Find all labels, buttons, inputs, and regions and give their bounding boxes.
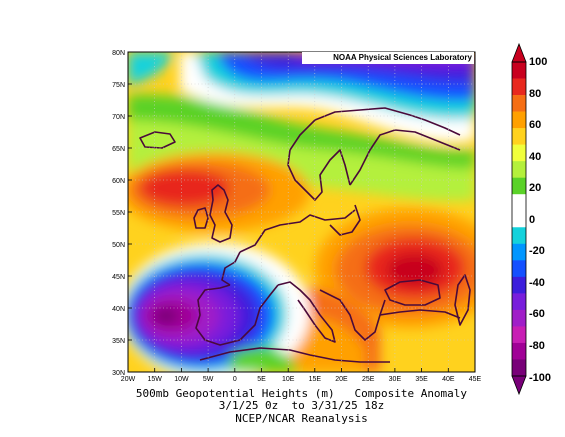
lat-tick-label: 75N (112, 82, 125, 89)
lon-tick-label: 35E (415, 376, 428, 383)
lon-tick-label: 10W (174, 376, 189, 383)
colorbar-segment (512, 326, 526, 344)
colorbar-label: 60 (529, 119, 541, 131)
colorbar-segment (512, 293, 526, 311)
lon-tick-label: 25E (362, 376, 375, 383)
colorbar-segment (512, 210, 526, 228)
colorbar-segment (512, 359, 526, 377)
colorbar-bottom-arrow (511, 375, 527, 396)
colorbar-segment (512, 78, 526, 96)
lon-tick-label: 5E (257, 376, 266, 383)
colorbar-segment (512, 62, 526, 79)
colorbar-label: 20 (529, 182, 541, 194)
lat-tick-label: 40N (112, 306, 125, 313)
colorbar-segment (512, 243, 526, 261)
colorbar-segment (512, 309, 526, 327)
colorbar-segment (512, 227, 526, 245)
colorbar-label: 100 (529, 56, 547, 68)
colorbar-label: 0 (529, 214, 535, 226)
lat-tick-label: 55N (112, 210, 125, 217)
colorbar-segment (512, 144, 526, 162)
lat-tick-label: 60N (112, 178, 125, 185)
lon-tick-label: 30E (389, 376, 402, 383)
colorbar-segment (512, 111, 526, 129)
colorbar-segment (512, 161, 526, 178)
lat-tick-label: 50N (112, 242, 125, 249)
lon-tick-label: 45E (469, 376, 482, 383)
lon-tick-label: 10E (282, 376, 295, 383)
colorbar-segment (512, 260, 526, 278)
colorbar-frame (511, 61, 527, 377)
lat-tick-labels: 80N 75N 70N 65N 60N 55N 50N 45N 40N 35N … (112, 50, 125, 377)
caption-date-range: 3/1/25 0z to 3/31/25 18z (218, 399, 385, 412)
colorbar-segment (512, 194, 526, 212)
lat-tick-label: 80N (112, 50, 125, 57)
lon-tick-label: 15E (309, 376, 322, 383)
lon-tick-label: 40E (442, 376, 455, 383)
lat-tick-label: 70N (112, 114, 125, 121)
colorbar-label: 80 (529, 88, 541, 100)
lat-tick-label: 65N (112, 146, 125, 153)
caption-variable: 500mb Geopotential Heights (m) Composite… (135, 387, 468, 400)
colorbar-label: -20 (529, 245, 545, 257)
lon-tick-labels: 20W 15W 10W 5W 0 5E 10E 15E 20E 25E 30E … (121, 376, 482, 383)
colorbar-segment (512, 95, 526, 112)
graticule (128, 52, 475, 372)
colorbar-segment (512, 342, 526, 360)
colorbar-label: -80 (529, 340, 545, 352)
lon-tick-label: 5W (203, 376, 214, 383)
colorbar-label: -60 (529, 308, 545, 320)
credit-label: NOAA Physical Sciences Laboratory (302, 52, 474, 64)
colorbar-segments (512, 62, 526, 377)
anomaly-field (128, 52, 475, 372)
lat-tick-label: 30N (112, 370, 125, 377)
colorbar-segment (512, 177, 526, 195)
colorbar-segment (512, 276, 526, 294)
colorbar-segment (512, 128, 526, 145)
lat-tick-label: 45N (112, 274, 125, 281)
lon-tick-label: 15W (147, 376, 162, 383)
lon-tick-label: 20E (335, 376, 348, 383)
colorbar-label: 40 (529, 151, 541, 163)
caption-source: NCEP/NCAR Reanalysis (235, 412, 368, 425)
lon-tick-label: 20W (121, 376, 136, 383)
lat-tick-label: 35N (112, 338, 125, 345)
colorbar-labels: 100 80 60 40 20 0 -20 -40 -60 -80 -100 (529, 56, 551, 384)
colorbar-top-arrow (511, 42, 527, 63)
colorbar: 100 80 60 40 20 0 -20 -40 -60 -80 -100 (511, 42, 551, 396)
lon-tick-label: 0 (233, 376, 237, 383)
colorbar-label: -40 (529, 277, 545, 289)
axis-ticks (127, 51, 476, 373)
colorbar-label: -100 (529, 372, 551, 384)
